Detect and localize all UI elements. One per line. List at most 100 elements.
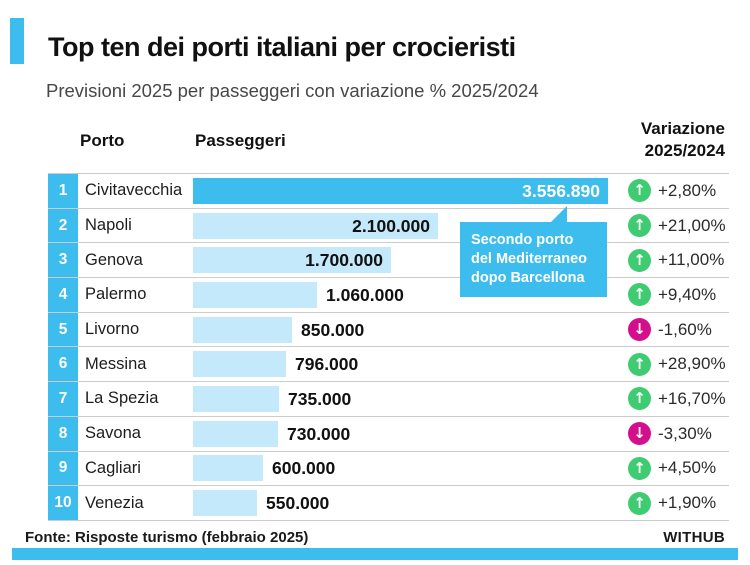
rank-badge: 9	[48, 451, 78, 486]
rank-badge: 10	[48, 486, 78, 520]
passenger-bar	[193, 316, 292, 343]
variation-value: +4,50%	[658, 458, 717, 478]
bar-container: 735.000	[193, 385, 628, 412]
variation-group: ↑ +4,50%	[628, 456, 717, 480]
port-name: Napoli	[85, 216, 132, 235]
passenger-count: 796.000	[295, 354, 359, 375]
arrow-glyph: ↑	[633, 458, 646, 477]
variation-value: +2,80%	[658, 180, 717, 200]
arrow-glyph: ↑	[633, 493, 646, 512]
arrow-glyph: ↑	[633, 181, 646, 200]
arrow-up-icon: ↑	[628, 179, 651, 203]
passenger-count: 1.700.000	[305, 250, 383, 271]
withub-logo: WITHUB	[663, 529, 725, 546]
bar-container: 1.700.000	[193, 247, 628, 274]
passenger-bar	[193, 247, 391, 274]
table-row: 7 La Spezia 735.000 ↑ +16,70%	[48, 381, 729, 416]
arrow-up-icon: ↑	[628, 283, 651, 307]
arrow-glyph: ↓	[633, 424, 646, 443]
column-header-porto: Porto	[80, 131, 125, 150]
table-row: 2 Napoli 2.100.000 ↑ +21,00%	[48, 207, 729, 243]
port-name: La Spezia	[85, 389, 159, 408]
variation-value: +21,00%	[658, 215, 726, 235]
variation-group: ↓ -1,60%	[628, 318, 712, 342]
column-header-passeggeri: Passeggeri	[195, 131, 286, 150]
bar-container: 730.000	[193, 420, 628, 447]
variation-group: ↑ +21,00%	[628, 214, 726, 238]
rank-badge: 5	[48, 312, 78, 347]
variation-group: ↑ +9,40%	[628, 283, 717, 307]
variation-group: ↑ +16,70%	[628, 387, 726, 411]
callout-bubble: Secondo porto del Mediterraneo dopo Barc…	[460, 206, 607, 298]
port-name: Livorno	[85, 320, 140, 339]
title-accent-bar	[10, 18, 24, 64]
table-row: 10 Venezia 550.000 ↑ +1,90%	[48, 485, 729, 520]
rank-badge: 6	[48, 347, 78, 382]
variation-group: ↑ +28,90%	[628, 352, 726, 376]
variation-group: ↓ -3,30%	[628, 422, 712, 446]
variation-value: +16,70%	[658, 388, 726, 408]
arrow-up-icon: ↑	[628, 214, 651, 238]
arrow-glyph: ↑	[633, 389, 646, 408]
passenger-count: 2.100.000	[352, 215, 430, 236]
variation-value: +11,00%	[658, 250, 725, 270]
arrow-glyph: ↑	[633, 354, 646, 373]
passenger-count: 3.556.890	[522, 180, 600, 201]
bar-container: 2.100.000	[193, 212, 628, 239]
callout-pointer	[550, 206, 567, 223]
passenger-bar	[193, 385, 279, 412]
table-row: 1 Civitavecchia 3.556.890 ↑ +2,80%	[48, 173, 729, 208]
passenger-count: 730.000	[287, 423, 351, 444]
arrow-down-icon: ↓	[628, 422, 651, 446]
variation-value: +9,40%	[658, 284, 717, 304]
table-row: 9 Cagliari 600.000 ↑ +4,50%	[48, 450, 729, 486]
arrow-glyph: ↑	[633, 216, 646, 235]
rank-badge: 1	[48, 174, 78, 208]
port-name: Cagliari	[85, 458, 141, 477]
callout-text: Secondo porto del Mediterraneo dopo Barc…	[471, 232, 588, 287]
arrow-glyph: ↑	[633, 250, 646, 269]
variation-value: -3,30%	[658, 423, 712, 443]
table-row: 5 Livorno 850.000 ↓ -1,60%	[48, 311, 729, 347]
table-row: 8 Savona 730.000 ↓ -3,30%	[48, 415, 729, 451]
passenger-bar	[193, 281, 317, 308]
passenger-count: 735.000	[288, 388, 352, 409]
ports-table: 1 Civitavecchia 3.556.890 ↑ +2,80% 2 Nap…	[48, 173, 729, 521]
variation-value: -1,60%	[658, 319, 712, 339]
rank-badge: 2	[48, 208, 78, 243]
port-name: Genova	[85, 250, 143, 269]
table-row: 4 Palermo 1.060.000 ↑ +9,40%	[48, 277, 729, 312]
bar-container: 850.000	[193, 316, 628, 343]
table-row: 6 Messina 796.000 ↑ +28,90%	[48, 346, 729, 382]
variation-value: +1,90%	[658, 493, 717, 513]
passenger-bar	[193, 177, 608, 204]
bottom-accent-bar	[12, 548, 738, 560]
bar-container: 550.000	[193, 490, 628, 517]
passenger-bar	[193, 351, 286, 378]
passenger-count: 1.060.000	[326, 284, 404, 305]
variation-group: ↑ +1,90%	[628, 491, 717, 515]
variation-group: ↑ +11,00%	[628, 248, 725, 272]
passenger-count: 850.000	[301, 319, 365, 340]
bar-container: 796.000	[193, 351, 628, 378]
variation-value: +28,90%	[658, 354, 726, 374]
port-name: Palermo	[85, 285, 147, 304]
passenger-bar	[193, 420, 278, 447]
rank-badge: 4	[48, 278, 78, 312]
passenger-count: 550.000	[266, 493, 330, 514]
passenger-bar	[193, 490, 257, 517]
port-name: Messina	[85, 354, 147, 373]
arrow-up-icon: ↑	[628, 352, 651, 376]
column-header-variazione: Variazione 2025/2024	[640, 119, 725, 160]
arrow-up-icon: ↑	[628, 248, 651, 272]
bar-container: 1.060.000	[193, 281, 628, 308]
passenger-count: 600.000	[272, 458, 336, 479]
table-row: 3 Genova 1.700.000 ↑ +11,00%	[48, 242, 729, 278]
bar-container: 600.000	[193, 455, 628, 482]
port-name: Venezia	[85, 493, 144, 512]
port-name: Civitavecchia	[85, 181, 183, 200]
passenger-bar	[193, 455, 263, 482]
page-title: Top ten dei porti italiani per crocieris…	[48, 32, 516, 62]
port-name: Savona	[85, 424, 141, 443]
